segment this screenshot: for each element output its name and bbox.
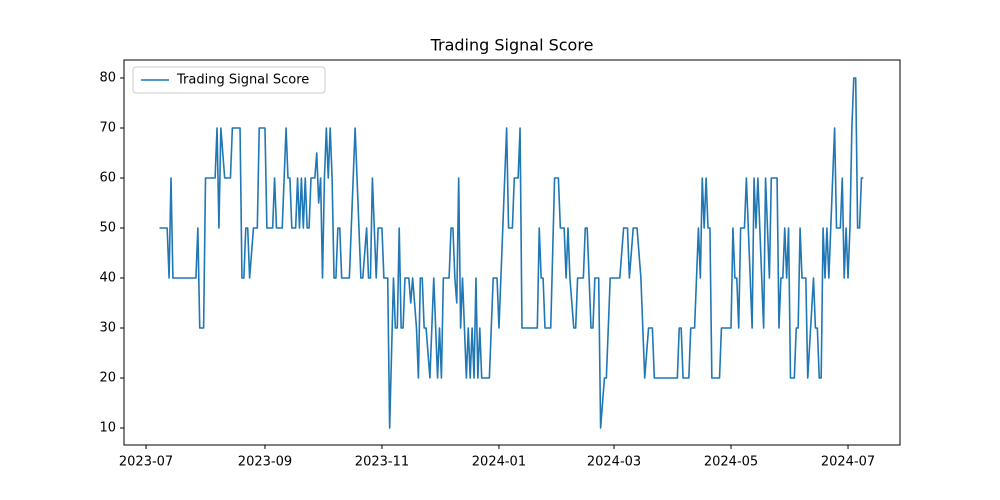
series-line [159, 77, 864, 429]
x-tick-label: 2023-11 [355, 455, 409, 470]
x-tick-label: 2024-05 [704, 455, 758, 470]
x-tick-label: 2023-07 [119, 455, 173, 470]
x-tick-label: 2023-09 [238, 455, 292, 470]
y-tick-label: 20 [99, 371, 116, 386]
chart-title: Trading Signal Score [430, 36, 594, 55]
y-tick-label: 30 [99, 321, 116, 336]
x-tick-label: 2024-07 [821, 455, 875, 470]
plot-frame [123, 59, 901, 446]
y-tick-label: 40 [99, 271, 116, 286]
x-tick-label: 2024-03 [587, 455, 641, 470]
x-tick-label: 2024-01 [472, 455, 526, 470]
legend-box [132, 66, 326, 94]
y-tick-label: 80 [99, 71, 116, 86]
y-tick-label: 10 [99, 421, 116, 436]
legend-label: Trading Signal Score [176, 73, 309, 88]
y-tick-label: 50 [99, 221, 116, 236]
y-tick-label: 60 [99, 171, 116, 186]
y-tick-label: 70 [99, 121, 116, 136]
